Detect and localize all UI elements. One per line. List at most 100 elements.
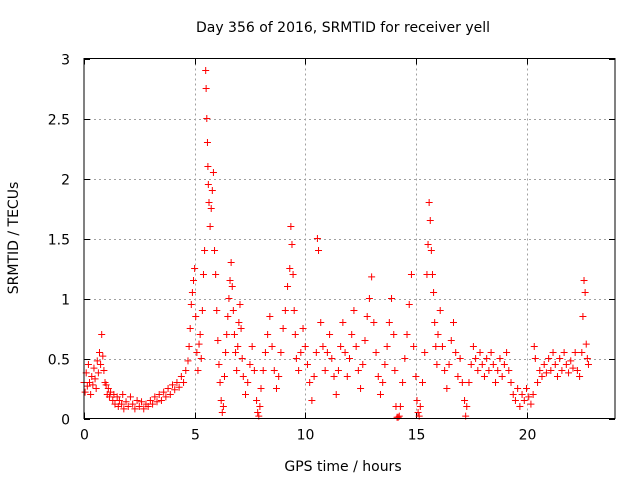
x-tick-label: 20 — [519, 428, 537, 444]
data-point — [257, 385, 265, 392]
data-point — [124, 403, 132, 410]
data-point — [120, 405, 128, 413]
data-point — [205, 199, 213, 206]
data-point — [226, 277, 234, 284]
data-point — [286, 265, 294, 272]
data-point — [463, 403, 471, 410]
data-point — [306, 379, 314, 386]
y-tick-label: 3 — [61, 53, 70, 69]
x-axis-label: GPS time / hours — [284, 459, 401, 475]
data-point — [164, 385, 172, 392]
data-point — [236, 301, 244, 308]
data-point — [447, 337, 455, 344]
x-tick-label: 0 — [80, 428, 89, 444]
data-point — [319, 343, 327, 350]
data-point — [81, 388, 89, 396]
data-point — [553, 373, 561, 380]
data-point — [412, 373, 420, 380]
data-point — [131, 405, 139, 413]
data-point — [363, 313, 371, 320]
data-point — [254, 409, 262, 416]
data-point — [140, 405, 148, 413]
data-point — [149, 400, 157, 408]
data-point — [573, 367, 581, 374]
data-point — [432, 343, 440, 350]
grid-lines — [84, 58, 615, 419]
y-tick-labels: 0 0.5 1 1.5 2 2.5 3 — [48, 53, 70, 429]
data-point — [330, 373, 338, 380]
data-point — [242, 391, 250, 398]
data-point — [454, 373, 462, 380]
data-point — [109, 397, 117, 404]
data-point — [492, 379, 500, 386]
data-point — [361, 337, 369, 344]
data-point — [144, 403, 152, 410]
data-point — [449, 319, 457, 326]
data-point — [584, 361, 592, 368]
data-point — [426, 217, 434, 224]
data-point — [413, 397, 421, 404]
data-point — [223, 331, 231, 338]
y-tick-label: 2.5 — [48, 113, 70, 129]
data-point — [540, 361, 548, 368]
data-point — [204, 181, 212, 188]
data-point — [562, 361, 570, 368]
data-point — [545, 355, 553, 362]
data-point — [175, 383, 183, 391]
data-point — [84, 361, 92, 368]
data-point — [498, 373, 506, 380]
data-point — [547, 367, 555, 374]
data-point — [385, 319, 393, 326]
data-point — [525, 393, 533, 401]
x-tick-label: 5 — [191, 428, 200, 444]
data-point — [253, 397, 261, 404]
data-point — [569, 364, 577, 372]
data-point — [509, 391, 517, 398]
data-point — [511, 397, 519, 404]
data-point — [264, 331, 272, 338]
data-point — [207, 205, 215, 212]
data-point — [212, 271, 220, 278]
data-point — [169, 381, 176, 389]
data-point — [341, 349, 349, 356]
data-point — [188, 289, 196, 296]
data-point — [250, 367, 258, 374]
data-point — [227, 259, 235, 266]
data-point — [485, 367, 493, 374]
data-point — [244, 379, 252, 386]
data-point — [272, 385, 280, 392]
data-point — [217, 397, 225, 404]
data-point — [556, 355, 564, 362]
data-point — [194, 367, 202, 374]
data-point — [416, 403, 424, 410]
data-point — [277, 349, 285, 356]
data-point — [578, 349, 586, 356]
data-point — [202, 85, 210, 92]
data-point — [405, 301, 413, 308]
data-point — [334, 367, 342, 374]
data-point — [279, 325, 287, 332]
data-point — [558, 367, 566, 374]
data-point — [500, 361, 508, 368]
data-point — [414, 409, 422, 416]
data-point — [224, 313, 232, 320]
y-axis-label: SRMTID / TECUs — [6, 182, 22, 295]
data-point — [198, 307, 206, 314]
data-point — [196, 331, 204, 338]
data-point — [445, 361, 453, 368]
data-point — [476, 349, 484, 356]
data-point — [483, 355, 491, 362]
data-point — [299, 325, 307, 332]
data-point — [531, 355, 539, 362]
data-point — [580, 277, 588, 284]
data-point — [374, 373, 382, 380]
data-point — [229, 307, 237, 314]
data-point — [576, 373, 584, 380]
data-point — [192, 313, 200, 320]
data-point — [391, 367, 399, 374]
data-point — [313, 235, 321, 242]
data-point — [359, 361, 367, 368]
data-point — [92, 385, 100, 392]
data-point — [94, 369, 102, 377]
data-point — [407, 271, 415, 278]
